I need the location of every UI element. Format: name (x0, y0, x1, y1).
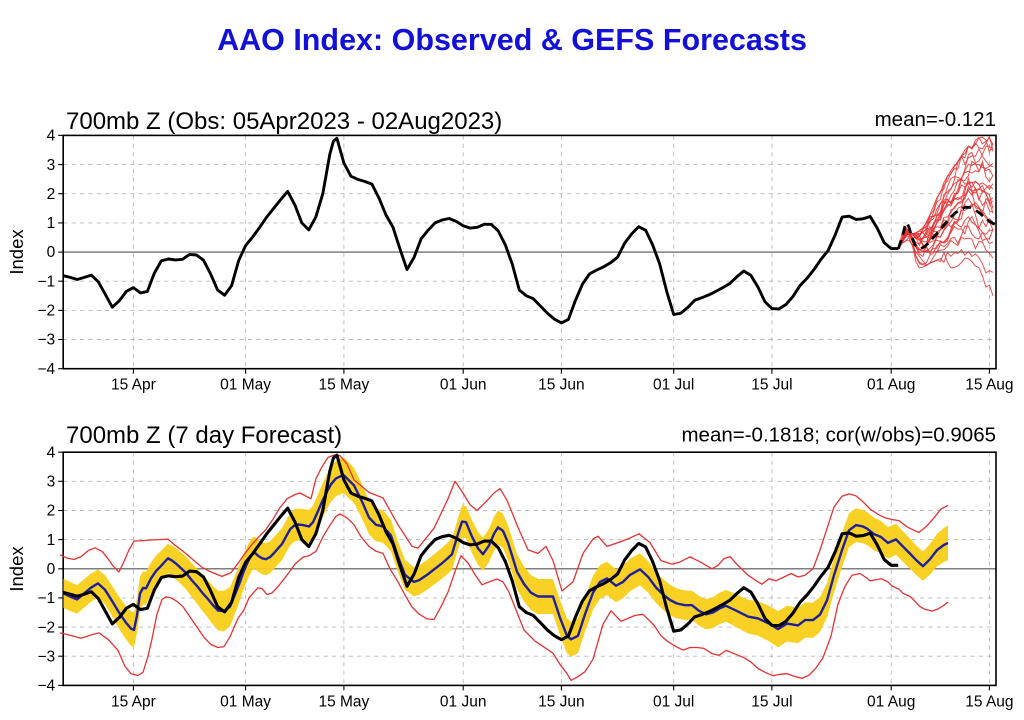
svg-text:15 Jul: 15 Jul (751, 693, 792, 710)
svg-text:700mb Z (Obs: 05Apr2023 - 02Au: 700mb Z (Obs: 05Apr2023 - 02Aug2023) (66, 108, 502, 135)
svg-text:15 Apr: 15 Apr (111, 693, 156, 710)
svg-text:15 Apr: 15 Apr (111, 377, 156, 394)
svg-text:−2: −2 (38, 619, 56, 636)
svg-text:700mb Z (7 day Forecast): 700mb Z (7 day Forecast) (66, 422, 342, 449)
svg-text:−4: −4 (38, 361, 56, 378)
svg-text:3: 3 (47, 157, 56, 174)
svg-text:01 Jun: 01 Jun (440, 377, 487, 394)
svg-text:2: 2 (47, 186, 56, 203)
svg-text:−1: −1 (38, 590, 56, 607)
svg-text:15 Aug: 15 Aug (965, 693, 1013, 710)
svg-text:0: 0 (47, 561, 56, 578)
svg-text:−3: −3 (38, 332, 56, 349)
svg-text:AAO Index: Observed & GEFS For: AAO Index: Observed & GEFS Forecasts (217, 23, 807, 57)
svg-text:−2: −2 (38, 303, 56, 320)
svg-text:4: 4 (47, 128, 56, 145)
svg-text:0: 0 (47, 244, 56, 261)
svg-text:01 May: 01 May (220, 693, 271, 710)
svg-text:−4: −4 (38, 678, 56, 695)
svg-text:1: 1 (47, 532, 56, 549)
svg-text:−3: −3 (38, 649, 56, 666)
svg-text:15 Jun: 15 Jun (538, 693, 585, 710)
svg-text:01 Aug: 01 Aug (867, 693, 915, 710)
svg-text:15 Jul: 15 Jul (751, 377, 792, 394)
svg-text:15 Jun: 15 Jun (538, 377, 585, 394)
svg-text:Index: Index (6, 546, 27, 592)
svg-text:15 Aug: 15 Aug (965, 377, 1013, 394)
svg-text:01 Jul: 01 Jul (653, 693, 694, 710)
svg-text:4: 4 (47, 444, 56, 461)
svg-text:Index: Index (6, 229, 27, 275)
svg-text:1: 1 (47, 215, 56, 232)
svg-text:15 May: 15 May (318, 377, 369, 394)
svg-text:01 Jun: 01 Jun (440, 693, 487, 710)
svg-text:01 Jul: 01 Jul (653, 377, 694, 394)
svg-text:mean=-0.1818; cor(w/obs)=0.906: mean=-0.1818; cor(w/obs)=0.9065 (681, 424, 996, 447)
svg-text:mean=-0.121: mean=-0.121 (875, 108, 996, 131)
svg-text:15 May: 15 May (318, 693, 369, 710)
svg-text:3: 3 (47, 474, 56, 491)
svg-text:01 Aug: 01 Aug (867, 377, 915, 394)
svg-text:−1: −1 (38, 273, 56, 290)
svg-text:01 May: 01 May (220, 377, 271, 394)
svg-text:2: 2 (47, 503, 56, 520)
